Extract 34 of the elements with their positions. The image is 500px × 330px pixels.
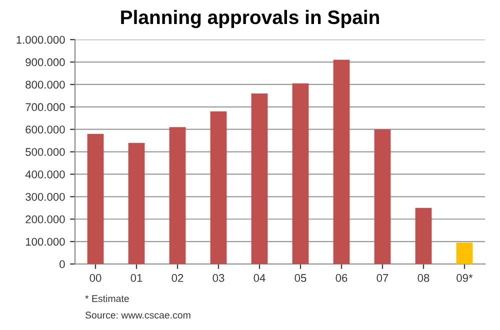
bar bbox=[169, 127, 186, 264]
y-tick-label: 1.000.000 bbox=[16, 36, 65, 44]
x-tick-label: 04 bbox=[254, 274, 266, 282]
x-tick-label: 08 bbox=[418, 274, 430, 282]
text: * Estimate bbox=[85, 294, 129, 302]
bar bbox=[415, 208, 432, 264]
bar bbox=[251, 93, 268, 264]
bar bbox=[210, 111, 227, 264]
y-tick-label: 800.000 bbox=[26, 80, 65, 89]
y-tick-label: 700.000 bbox=[26, 103, 65, 112]
bar bbox=[128, 142, 145, 264]
y-tick-label: 300.000 bbox=[26, 192, 65, 201]
x-tick-label: 06 bbox=[336, 274, 348, 282]
y-tick-label: 600.000 bbox=[26, 126, 65, 134]
bar bbox=[87, 134, 104, 264]
x-tick-label: 05 bbox=[294, 274, 306, 282]
y-tick-label: 500.000 bbox=[26, 148, 65, 156]
bar bbox=[333, 60, 350, 264]
x-tick-label: 00 bbox=[90, 274, 102, 282]
y-tick-label: 400.000 bbox=[25, 170, 65, 178]
x-tick-label: 09* bbox=[456, 274, 473, 282]
y-tick-label: 900.000 bbox=[26, 58, 65, 66]
x-tick-label: 03 bbox=[212, 274, 224, 282]
x-tick-label: 01 bbox=[130, 274, 142, 282]
source-note: Source: www.cscae.com bbox=[85, 312, 190, 319]
x-tick-label: 07 bbox=[376, 274, 388, 282]
bar bbox=[374, 129, 391, 264]
bar bbox=[456, 242, 473, 264]
x-tick-label: 02 bbox=[172, 274, 184, 282]
y-tick-label: 0 bbox=[60, 260, 65, 268]
y-tick-label: 100.000 bbox=[26, 238, 65, 246]
y-tick-label: 200.000 bbox=[26, 215, 65, 224]
chart-title: Planning approvals in Spain bbox=[121, 10, 379, 28]
bar bbox=[292, 83, 309, 264]
